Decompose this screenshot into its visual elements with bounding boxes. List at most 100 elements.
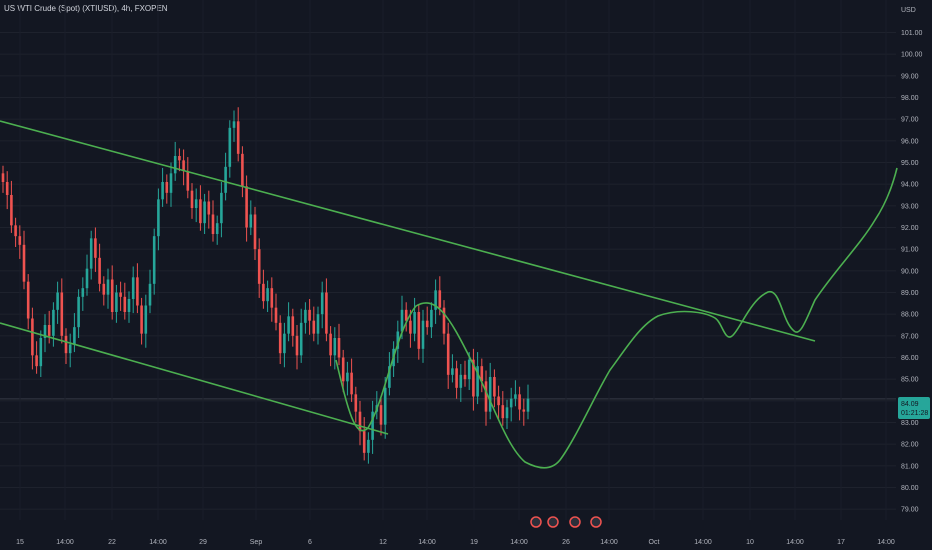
time-tick-label: 14:00: [510, 539, 528, 546]
candle-body: [119, 292, 122, 297]
candle-body: [98, 257, 101, 284]
candle-body: [241, 153, 244, 187]
candle-body: [299, 322, 303, 356]
price-tick-label: 91.00: [901, 247, 919, 254]
candle-body: [476, 366, 479, 397]
candle-body: [430, 309, 433, 328]
time-tick-label: 14:00: [418, 539, 436, 546]
candle-body: [215, 223, 219, 234]
candle-body: [35, 355, 38, 367]
time-axis: 15 14:00 22 14:00 29 Sep 6 12 14:00 19 14:00 26 14:0…: [16, 539, 895, 546]
candle-body: [43, 325, 47, 338]
channel-lower-trendline[interactable]: [0, 322, 389, 435]
candle-body: [161, 182, 164, 200]
event-markers[interactable]: [530, 516, 602, 528]
candle-body: [404, 309, 408, 321]
candle-body: [274, 307, 278, 323]
price-tick-label: 88.00: [901, 312, 919, 319]
candle-body: [152, 236, 156, 284]
price-tick-label: 87.00: [901, 333, 919, 340]
candle-body: [505, 407, 509, 419]
candle-body: [409, 320, 412, 334]
time-tick-label: 17: [837, 539, 845, 546]
candle-body: [22, 244, 26, 282]
candle-body: [249, 214, 253, 228]
candle-body: [236, 121, 240, 154]
candle-body: [165, 182, 169, 193]
candle-body: [346, 372, 349, 382]
candle-body: [480, 366, 484, 382]
candle-body: [304, 309, 307, 323]
candle-body: [383, 387, 387, 425]
chart-grid: [0, 32, 896, 510]
candle-body: [455, 368, 458, 388]
candle-body: [173, 156, 177, 174]
candle-body: [56, 292, 59, 310]
price-tick-label: 100.00: [901, 52, 923, 59]
last-price-tag: 84.09 01:21:28: [898, 397, 930, 419]
candle-body: [123, 296, 127, 312]
time-tick-label: 14:00: [56, 539, 74, 546]
candle-body: [283, 333, 286, 354]
candle-body: [47, 325, 51, 336]
candle-body: [89, 238, 93, 269]
candle-body: [207, 201, 211, 215]
channel-upper-trendline[interactable]: [0, 120, 816, 342]
candle-body: [245, 186, 248, 228]
price-tick-label: 85.00: [901, 377, 919, 384]
price-tick-label: 89.00: [901, 290, 919, 297]
last-price-value: 84.09: [901, 401, 919, 408]
candle-body: [337, 338, 341, 358]
candle-body: [211, 214, 215, 234]
candle-body: [316, 314, 320, 334]
candle-body: [110, 279, 114, 312]
price-tick-label: 83.00: [901, 420, 919, 427]
candle-body: [169, 173, 173, 193]
candle-body: [31, 318, 34, 356]
candle-body: [257, 249, 261, 284]
candle-body: [367, 439, 370, 453]
candle-body: [136, 277, 139, 306]
candle-body: [14, 225, 17, 237]
countdown-value: 01:21:28: [901, 410, 928, 417]
candle-body: [199, 199, 202, 224]
candle-body: [438, 290, 442, 308]
candle-body: [446, 333, 450, 375]
time-tick-label: 6: [308, 539, 312, 546]
candle-body: [39, 338, 43, 367]
time-tick-label: 22: [108, 539, 116, 546]
candle-body: [333, 338, 337, 356]
candle-body: [396, 331, 400, 349]
candle-body: [182, 160, 185, 172]
price-tick-label: 90.00: [901, 268, 919, 275]
price-tick-label: 99.00: [901, 73, 919, 80]
projection-curve[interactable]: [335, 167, 898, 469]
price-tick-label: 98.00: [901, 95, 919, 102]
candle-body: [514, 394, 517, 399]
candle-body: [94, 238, 97, 258]
candle-body: [451, 368, 454, 375]
candle-body: [295, 335, 299, 356]
price-tick-label: 86.00: [901, 355, 919, 362]
price-tick-label: 79.00: [901, 507, 919, 514]
currency-label: USD: [901, 7, 916, 14]
candle-body: [186, 171, 190, 191]
candle-body: [85, 268, 89, 289]
price-tick-label: 94.00: [901, 182, 919, 189]
candle-body: [1, 173, 5, 182]
candle-body: [509, 398, 513, 408]
candle-body: [203, 201, 206, 224]
candle-body: [220, 192, 223, 224]
candle-body: [425, 320, 429, 328]
time-tick-label: 14:00: [694, 539, 712, 546]
price-tick-label: 95.00: [901, 160, 919, 167]
price-axis: 79.0080.0081.0082.0083.0084.0085.0086.00…: [901, 30, 923, 514]
candle-body: [127, 299, 131, 312]
price-tick-label: 81.00: [901, 463, 919, 470]
candle-body: [140, 305, 143, 334]
candle-body: [291, 316, 295, 336]
candle-body: [434, 290, 437, 310]
trendline-drawings: [0, 120, 898, 469]
time-tick-label: 14:00: [786, 539, 804, 546]
